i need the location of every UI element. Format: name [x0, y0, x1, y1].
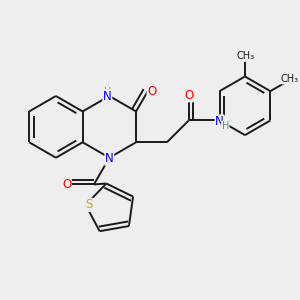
Text: O: O — [62, 178, 71, 191]
Text: N: N — [215, 115, 224, 128]
Text: CH₃: CH₃ — [236, 51, 255, 62]
Text: S: S — [85, 198, 93, 212]
Text: N: N — [103, 89, 112, 103]
Text: N: N — [105, 152, 114, 165]
Text: H: H — [103, 87, 111, 97]
Text: CH₃: CH₃ — [280, 74, 299, 84]
Text: O: O — [184, 89, 194, 102]
Text: O: O — [147, 85, 156, 98]
Text: H: H — [222, 121, 229, 131]
